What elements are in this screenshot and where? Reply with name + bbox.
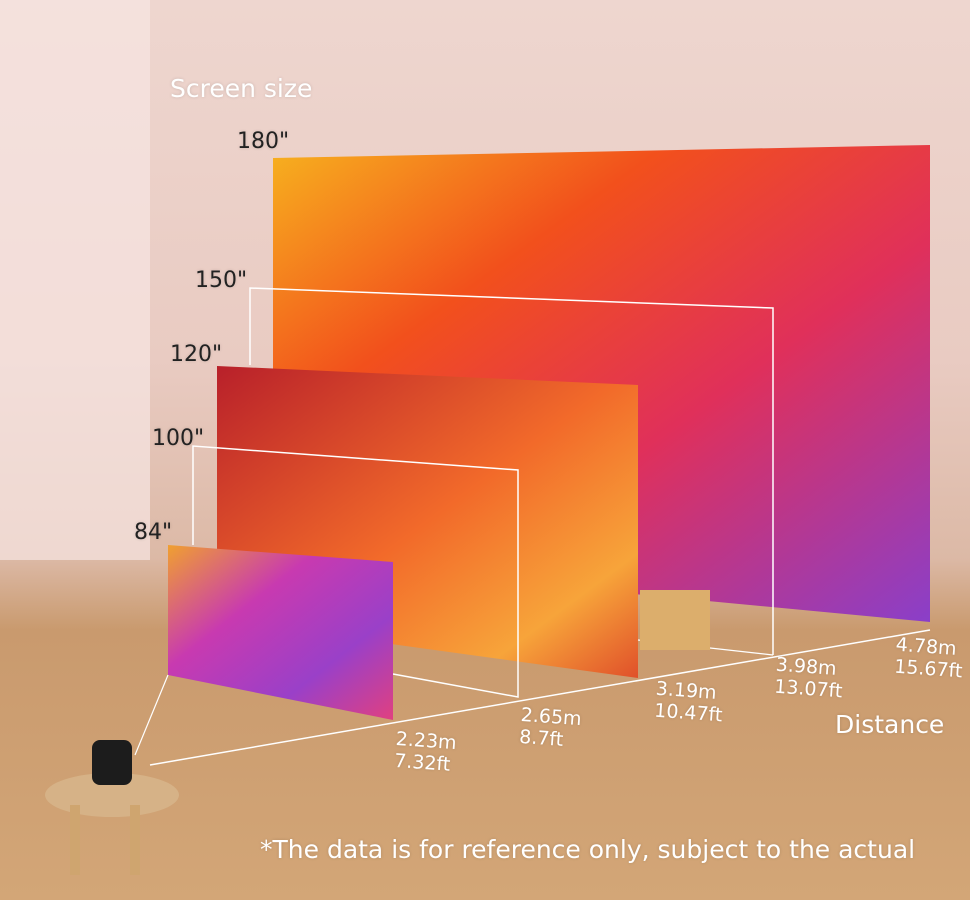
cabinet <box>640 590 710 650</box>
distance-ft: 13.07ft <box>773 675 844 703</box>
distance-heading: Distance <box>835 710 945 739</box>
distance-ft: 7.32ft <box>393 749 452 776</box>
size-label-84: 84" <box>134 520 173 545</box>
size-label-120: 120" <box>170 342 223 367</box>
stool-leg <box>130 805 140 875</box>
distance-axis <box>149 629 931 766</box>
distance-label-84: 2.23m 7.32ft <box>394 728 458 776</box>
size-label-180: 180" <box>237 129 290 154</box>
outline-100 <box>192 445 519 698</box>
distance-label-100: 2.65m 8.7ft <box>519 704 583 752</box>
screen-size-heading: Screen size <box>170 74 313 103</box>
projection-line <box>134 674 169 756</box>
distance-label-150: 3.98m 13.07ft <box>774 654 845 703</box>
stool-leg <box>70 805 80 875</box>
distance-label-120: 3.19m 10.47ft <box>654 678 725 727</box>
distance-ft: 15.67ft <box>893 655 964 683</box>
distance-ft: 10.47ft <box>653 699 724 727</box>
size-label-150: 150" <box>195 268 248 293</box>
distance-label-180: 4.78m 15.67ft <box>894 634 965 683</box>
screen-84 <box>168 545 393 720</box>
disclaimer: *The data is for reference only, subject… <box>260 835 916 864</box>
projector <box>92 740 132 785</box>
outline-150 <box>249 287 774 655</box>
curtain <box>0 0 150 560</box>
distance-ft: 8.7ft <box>518 725 564 751</box>
size-label-100: 100" <box>152 426 205 451</box>
